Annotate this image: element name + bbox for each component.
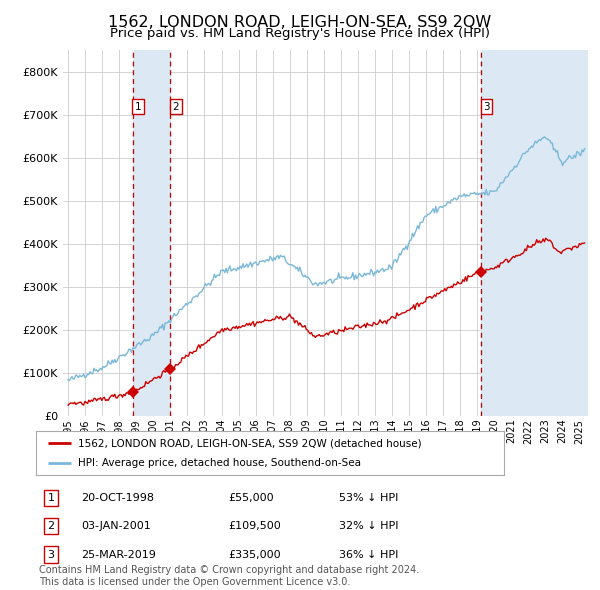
Text: 1562, LONDON ROAD, LEIGH-ON-SEA, SS9 2QW: 1562, LONDON ROAD, LEIGH-ON-SEA, SS9 2QW [109, 15, 491, 30]
Text: 32% ↓ HPI: 32% ↓ HPI [339, 522, 398, 531]
Text: HPI: Average price, detached house, Southend-on-Sea: HPI: Average price, detached house, Sout… [78, 458, 361, 467]
Text: Contains HM Land Registry data © Crown copyright and database right 2024.
This d: Contains HM Land Registry data © Crown c… [39, 565, 419, 587]
Text: 2: 2 [47, 522, 55, 531]
Text: 1562, LONDON ROAD, LEIGH-ON-SEA, SS9 2QW (detached house): 1562, LONDON ROAD, LEIGH-ON-SEA, SS9 2QW… [78, 438, 422, 448]
Text: 53% ↓ HPI: 53% ↓ HPI [339, 493, 398, 503]
Text: 03-JAN-2001: 03-JAN-2001 [81, 522, 151, 531]
Text: Price paid vs. HM Land Registry's House Price Index (HPI): Price paid vs. HM Land Registry's House … [110, 27, 490, 40]
Text: 2: 2 [172, 102, 179, 112]
Text: 36% ↓ HPI: 36% ↓ HPI [339, 550, 398, 559]
Bar [481, 50, 588, 416]
Text: 3: 3 [483, 102, 490, 112]
Text: 25-MAR-2019: 25-MAR-2019 [81, 550, 156, 559]
Text: £335,000: £335,000 [228, 550, 281, 559]
Text: 3: 3 [47, 550, 55, 559]
Text: 1: 1 [135, 102, 142, 112]
Text: £55,000: £55,000 [228, 493, 274, 503]
Text: 20-OCT-1998: 20-OCT-1998 [81, 493, 154, 503]
Bar [133, 50, 170, 416]
Text: 1: 1 [47, 493, 55, 503]
Text: £109,500: £109,500 [228, 522, 281, 531]
